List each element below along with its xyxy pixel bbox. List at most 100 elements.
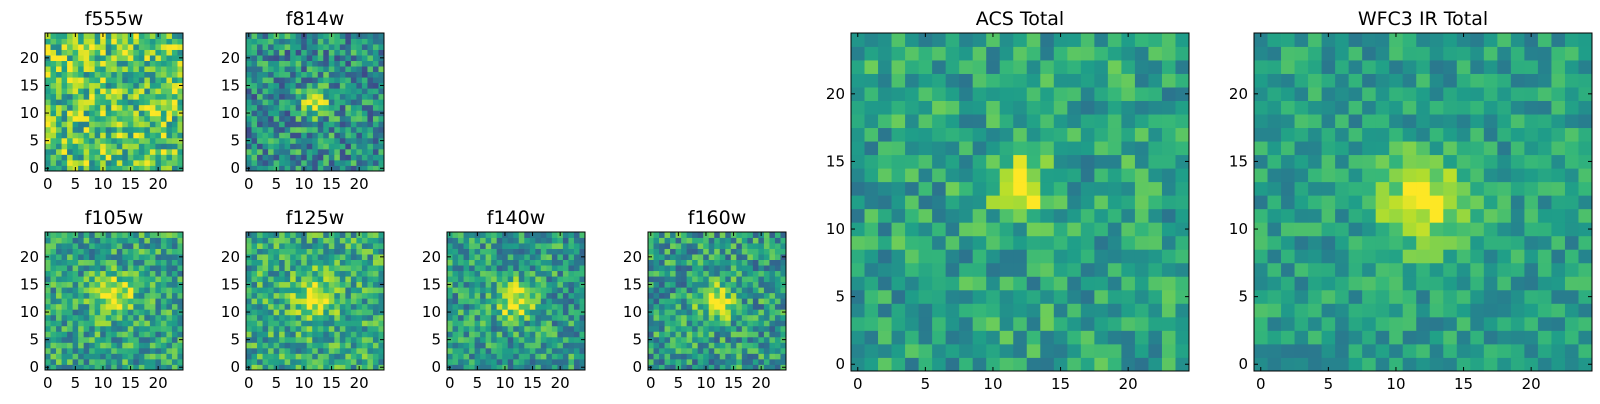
heatmap-cell bbox=[62, 254, 68, 260]
heatmap-cell bbox=[161, 359, 167, 365]
heatmap-cell bbox=[340, 77, 346, 83]
heatmap-cell bbox=[166, 99, 172, 105]
heatmap-cell bbox=[508, 309, 514, 315]
heatmap-cell bbox=[312, 154, 318, 160]
heatmap-cell bbox=[367, 50, 373, 56]
heatmap-cell bbox=[1175, 74, 1189, 88]
heatmap-cell bbox=[919, 60, 933, 74]
heatmap-cell bbox=[279, 83, 285, 89]
heatmap-cell bbox=[1054, 344, 1068, 358]
heatmap-cell bbox=[318, 348, 324, 354]
heatmap-cell bbox=[312, 105, 318, 111]
heatmap-cell bbox=[491, 265, 497, 271]
heatmap-cell bbox=[1175, 168, 1189, 182]
heatmap-cell bbox=[340, 337, 346, 343]
heatmap-cell bbox=[747, 254, 753, 260]
heatmap-cell bbox=[513, 359, 519, 365]
heatmap-cell bbox=[257, 88, 263, 94]
heatmap-cell bbox=[946, 47, 960, 61]
heatmap-cell bbox=[51, 287, 57, 293]
heatmap-cell bbox=[318, 39, 324, 45]
heatmap-cell bbox=[524, 232, 530, 238]
heatmap-cell bbox=[252, 265, 258, 271]
heatmap-cell bbox=[285, 66, 291, 72]
heatmap-cell bbox=[318, 44, 324, 50]
heatmap-cell bbox=[676, 331, 682, 337]
heatmap-cell bbox=[703, 342, 709, 348]
heatmap-cell bbox=[535, 304, 541, 310]
x-tick-label: 15 bbox=[322, 175, 341, 193]
heatmap-cell bbox=[128, 287, 134, 293]
heatmap-cell bbox=[296, 110, 302, 116]
heatmap-cell bbox=[362, 127, 368, 133]
heatmap-cell bbox=[307, 132, 313, 138]
heatmap-cell bbox=[144, 39, 150, 45]
heatmap-cell bbox=[373, 254, 379, 260]
heatmap-cell bbox=[775, 254, 781, 260]
heatmap-cell bbox=[296, 160, 302, 166]
heatmap-cell bbox=[246, 94, 252, 100]
heatmap-cell bbox=[1565, 222, 1579, 236]
heatmap-cell bbox=[274, 138, 280, 144]
heatmap-cell bbox=[959, 195, 973, 209]
heatmap-cell bbox=[139, 143, 145, 149]
heatmap-cell bbox=[150, 348, 156, 354]
heatmap-cell bbox=[535, 309, 541, 315]
heatmap-cell bbox=[122, 287, 128, 293]
heatmap-cell bbox=[1335, 222, 1349, 236]
heatmap-cell bbox=[106, 331, 112, 337]
heatmap-cell bbox=[95, 304, 101, 310]
heatmap-cell bbox=[296, 72, 302, 78]
heatmap-cell bbox=[106, 55, 112, 61]
heatmap-cell bbox=[524, 254, 530, 260]
heatmap-cell bbox=[1162, 168, 1176, 182]
heatmap-cell bbox=[720, 342, 726, 348]
heatmap-cell bbox=[524, 260, 530, 266]
heatmap-cell bbox=[263, 331, 269, 337]
heatmap-cell bbox=[1349, 344, 1363, 358]
heatmap-cell bbox=[1121, 330, 1135, 344]
heatmap-cell bbox=[486, 353, 492, 359]
heatmap-cell bbox=[345, 326, 351, 332]
heatmap-cell bbox=[1081, 290, 1095, 304]
heatmap-cell bbox=[709, 238, 715, 244]
heatmap-cell bbox=[1054, 168, 1068, 182]
heatmap-cell bbox=[62, 127, 68, 133]
heatmap-cell bbox=[155, 154, 161, 160]
heatmap-cell bbox=[1162, 263, 1176, 277]
heatmap-cell bbox=[139, 320, 145, 326]
heatmap-cell bbox=[356, 249, 362, 255]
heatmap-cell bbox=[764, 304, 770, 310]
heatmap-cell bbox=[100, 326, 106, 332]
heatmap-cell bbox=[329, 61, 335, 67]
heatmap-cell bbox=[919, 141, 933, 155]
heatmap-cell bbox=[769, 304, 775, 310]
heatmap-cell bbox=[73, 337, 79, 343]
heatmap-cell bbox=[252, 105, 258, 111]
heatmap-cell bbox=[155, 143, 161, 149]
y-tick-label: 15 bbox=[826, 152, 845, 170]
heatmap-cell bbox=[574, 304, 580, 310]
heatmap-cell bbox=[1067, 101, 1081, 115]
heatmap-cell bbox=[296, 309, 302, 315]
heatmap-cell bbox=[1040, 195, 1054, 209]
heatmap-cell bbox=[356, 243, 362, 249]
heatmap-cell bbox=[775, 348, 781, 354]
heatmap-cell bbox=[106, 39, 112, 45]
heatmap-cell bbox=[334, 260, 340, 266]
heatmap-cell bbox=[1175, 114, 1189, 128]
heatmap-cell bbox=[535, 320, 541, 326]
heatmap-cell bbox=[959, 128, 973, 142]
heatmap-cell bbox=[67, 44, 73, 50]
heatmap-cell bbox=[1497, 303, 1511, 317]
heatmap-cell bbox=[1121, 195, 1135, 209]
heatmap-cell bbox=[62, 282, 68, 288]
heatmap-cell bbox=[769, 271, 775, 277]
heatmap-cell bbox=[731, 282, 737, 288]
heatmap-cell bbox=[1094, 236, 1108, 250]
heatmap-cell bbox=[681, 359, 687, 365]
heatmap-cell bbox=[290, 309, 296, 315]
heatmap-cell bbox=[356, 149, 362, 155]
heatmap-cell bbox=[155, 249, 161, 255]
heatmap-cell bbox=[742, 348, 748, 354]
